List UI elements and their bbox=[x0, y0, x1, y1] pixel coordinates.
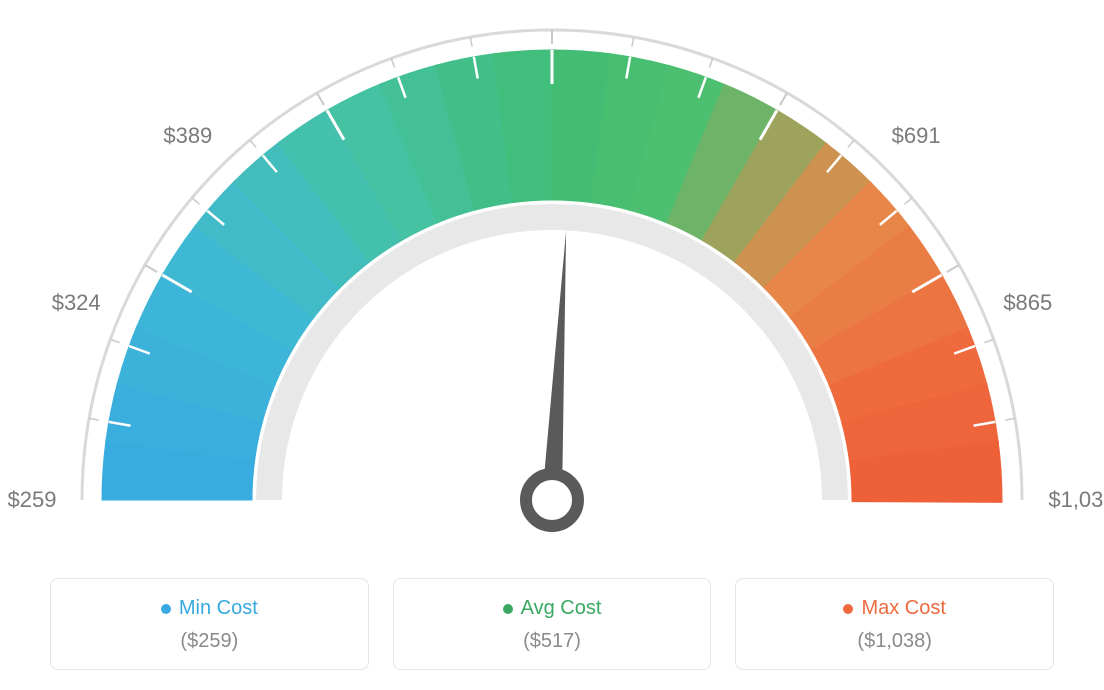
legend-dot-min bbox=[161, 604, 171, 614]
tick-label: $517 bbox=[528, 0, 577, 3]
legend-dot-max bbox=[843, 604, 853, 614]
legend-label-max: Max Cost bbox=[746, 597, 1043, 620]
legend-value-avg: ($517) bbox=[404, 630, 701, 653]
legend-text-avg: Avg Cost bbox=[521, 597, 602, 620]
tick-label: $324 bbox=[52, 290, 101, 316]
tick-label: $865 bbox=[1003, 290, 1052, 316]
legend-text-max: Max Cost bbox=[861, 597, 945, 620]
cost-gauge-widget: $259 $324 $389 $517 $691 $865 $1,038 Min Cost … bbox=[0, 0, 1104, 690]
legend-value-min: ($259) bbox=[61, 630, 358, 653]
legend-value-max: ($1,038) bbox=[746, 630, 1043, 653]
gauge-chart: $259 $324 $389 $517 $691 $865 $1,038 bbox=[0, 0, 1104, 560]
legend-card-min: Min Cost ($259) bbox=[50, 578, 369, 670]
legend-row: Min Cost ($259) Avg Cost ($517) Max Cost… bbox=[50, 578, 1054, 670]
tick-label: $1,038 bbox=[1048, 487, 1104, 513]
gauge-svg bbox=[0, 0, 1104, 560]
tick-label: $259 bbox=[8, 487, 57, 513]
legend-dot-avg bbox=[503, 604, 513, 614]
legend-card-avg: Avg Cost ($517) bbox=[393, 578, 712, 670]
legend-card-max: Max Cost ($1,038) bbox=[735, 578, 1054, 670]
legend-text-min: Min Cost bbox=[179, 597, 258, 620]
legend-label-min: Min Cost bbox=[61, 597, 358, 620]
tick-label: $691 bbox=[892, 123, 941, 149]
tick-label: $389 bbox=[163, 123, 212, 149]
legend-label-avg: Avg Cost bbox=[404, 597, 701, 620]
